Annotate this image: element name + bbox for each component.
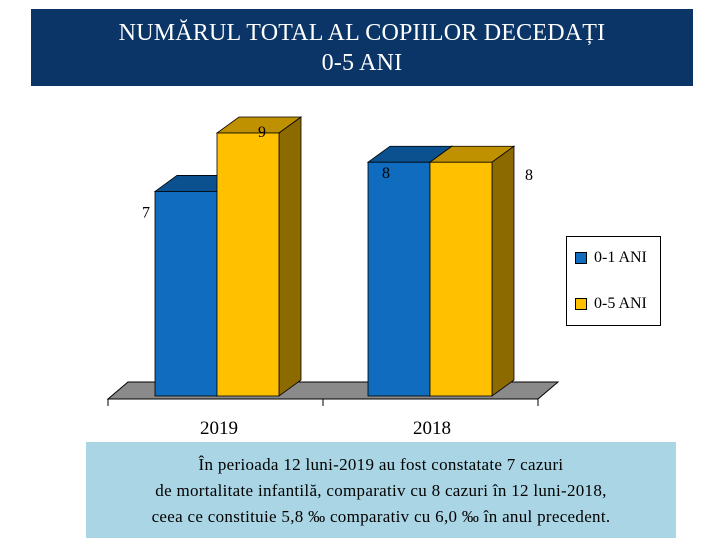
chart-title-line-2: 0-5 ANI [321,49,403,76]
note-line-2: de mortalitate infantilă, comparativ cu … [155,481,607,500]
bar-0-5-ani-2019 [216,132,280,397]
legend-swatch [575,298,587,310]
data-label: 8 [382,165,390,182]
x-tick-label: 2019 [200,418,238,439]
title-banner: NUMĂRUL TOTAL AL COPIILOR DECEDAȚI 0-5 A… [31,9,693,86]
chart-title-line-1: NUMĂRUL TOTAL AL COPIILOR DECEDAȚI [118,19,606,46]
data-label: 7 [142,204,150,221]
data-label: 9 [258,124,266,141]
note-line-3: ceea ce constituie 5,8 ‰ comparativ cu 6… [151,507,611,526]
legend-item: 0-5 ANI [575,295,647,313]
data-label: 8 [525,167,533,184]
bar-0-1-ani-2019 [154,191,218,397]
chart-legend: 0-1 ANI 0-5 ANI [566,236,661,326]
legend-swatch [575,252,587,264]
summary-note: În perioada 12 luni-2019 au fost constat… [86,442,676,538]
x-tick-label: 2018 [413,418,451,439]
legend-label: 0-5 ANI [594,295,647,312]
bar-0-1-ani-2018 [367,161,431,397]
bar-side-face [491,145,515,397]
legend-item: 0-1 ANI [575,249,647,267]
note-line-1: În perioada 12 luni-2019 au fost constat… [198,455,564,474]
legend-label: 0-1 ANI [594,249,647,266]
bar-0-5-ani-2018 [429,161,493,397]
bar-side-face [278,116,302,397]
